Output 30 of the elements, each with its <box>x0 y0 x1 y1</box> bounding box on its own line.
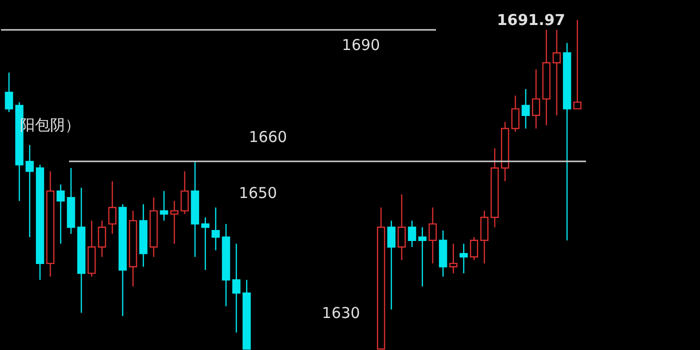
annotation: 1691.97 <box>496 11 566 29</box>
annotation: 1650 <box>238 184 278 202</box>
candlestick <box>26 144 34 238</box>
candlestick <box>170 200 178 244</box>
candlestick <box>408 220 416 248</box>
annotation: 1630 <box>322 304 360 322</box>
candlestick <box>418 226 426 288</box>
candlestick <box>511 95 520 132</box>
candlestick <box>460 243 468 274</box>
candlestick <box>98 220 106 258</box>
candlestick <box>480 210 488 264</box>
candlestick <box>201 216 210 271</box>
candlestick <box>449 243 458 274</box>
candlestick <box>160 190 168 222</box>
annotation: 1690 <box>342 36 380 54</box>
candlestick <box>56 184 65 244</box>
candlestick <box>470 236 478 261</box>
candlestick <box>552 29 561 116</box>
candlestick <box>573 19 582 110</box>
candlestick <box>4 72 14 113</box>
candlestick <box>522 88 530 130</box>
candlestick <box>180 170 189 215</box>
candlestick <box>532 68 540 130</box>
candlestick <box>232 243 240 334</box>
annotation: 1660 <box>248 128 288 146</box>
candlestick <box>398 194 406 261</box>
candlestick <box>428 206 437 264</box>
candlestick <box>108 180 116 234</box>
candlestick <box>212 206 220 251</box>
candlestick <box>387 220 396 310</box>
